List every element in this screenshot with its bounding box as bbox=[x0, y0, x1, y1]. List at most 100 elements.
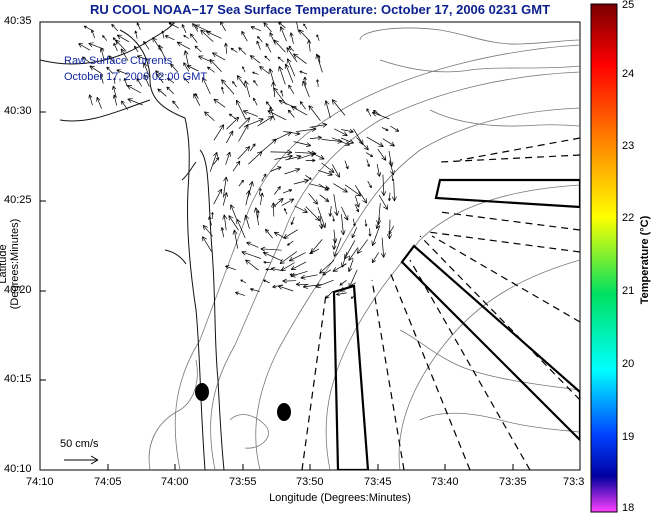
current-vector bbox=[298, 29, 310, 42]
current-vector bbox=[257, 116, 274, 127]
current-vector bbox=[240, 279, 247, 284]
current-vector bbox=[288, 252, 306, 262]
current-vector bbox=[389, 160, 395, 176]
current-vector bbox=[270, 166, 282, 172]
current-vector bbox=[297, 152, 316, 160]
current-vector bbox=[120, 100, 129, 110]
current-vector bbox=[354, 195, 360, 208]
x-tick-label: 74:05 bbox=[94, 476, 122, 488]
current-vector bbox=[382, 138, 395, 147]
current-vector bbox=[235, 99, 246, 119]
current-vector bbox=[155, 70, 164, 77]
current-vector bbox=[238, 179, 244, 187]
current-vector bbox=[273, 231, 287, 240]
current-vector bbox=[246, 241, 259, 248]
current-vector bbox=[134, 30, 138, 39]
current-vector bbox=[256, 40, 261, 50]
current-vector bbox=[274, 185, 281, 195]
current-vector bbox=[341, 128, 354, 134]
current-vector bbox=[303, 23, 308, 30]
current-vector bbox=[263, 260, 271, 264]
current-vector bbox=[277, 56, 284, 63]
current-vector bbox=[371, 225, 381, 246]
study-area-outlines bbox=[332, 178, 580, 470]
current-vector bbox=[172, 100, 179, 109]
current-vector bbox=[319, 215, 324, 230]
current-vector bbox=[263, 22, 272, 33]
current-vector bbox=[366, 159, 370, 168]
surface-current-vectors bbox=[78, 22, 400, 299]
current-vector bbox=[232, 229, 239, 249]
y-axis-label: Latitude (Degrees:Minutes) bbox=[0, 218, 21, 310]
current-vector bbox=[208, 216, 212, 226]
current-vector bbox=[247, 181, 254, 198]
current-vector bbox=[309, 248, 320, 255]
colorbar-tick-label: 18 bbox=[622, 502, 635, 514]
colorbar-tick-label: 25 bbox=[622, 0, 635, 11]
current-vector bbox=[316, 34, 320, 41]
current-vector bbox=[205, 30, 222, 39]
current-vector bbox=[265, 43, 272, 53]
current-vector bbox=[152, 37, 162, 52]
current-vector bbox=[331, 137, 351, 146]
x-tick-label: 73:40 bbox=[431, 476, 459, 488]
current-vector bbox=[202, 224, 213, 237]
current-vector bbox=[319, 194, 330, 203]
current-vector bbox=[238, 117, 251, 129]
current-vector bbox=[238, 124, 249, 142]
current-vector bbox=[158, 44, 167, 62]
colorbar-tick-label: 22 bbox=[622, 212, 635, 224]
current-vector bbox=[213, 157, 220, 165]
current-vector bbox=[242, 110, 258, 117]
current-vector bbox=[88, 94, 93, 106]
current-vector bbox=[252, 71, 259, 75]
current-vector bbox=[380, 237, 386, 258]
current-vector bbox=[258, 188, 262, 196]
current-vector bbox=[123, 77, 128, 87]
current-vector bbox=[222, 214, 228, 231]
current-vector bbox=[332, 263, 347, 272]
current-vector bbox=[366, 108, 372, 117]
current-vector bbox=[213, 124, 225, 141]
current-vector bbox=[331, 99, 346, 116]
current-vector bbox=[265, 101, 273, 109]
current-vector bbox=[335, 292, 347, 296]
current-vector bbox=[91, 29, 96, 39]
current-vector bbox=[376, 163, 382, 177]
current-vector bbox=[133, 45, 139, 53]
current-vector bbox=[352, 218, 356, 227]
x-tick-label: 73:50 bbox=[296, 476, 324, 488]
current-vector bbox=[183, 35, 189, 39]
current-vector bbox=[243, 80, 251, 98]
current-vector bbox=[213, 98, 226, 108]
current-vector bbox=[259, 66, 270, 75]
current-vector bbox=[293, 53, 307, 64]
current-vector bbox=[293, 141, 312, 148]
current-vector bbox=[282, 278, 297, 284]
current-vector bbox=[272, 197, 284, 208]
scale-label: 50 cm/s bbox=[60, 438, 99, 450]
current-vector bbox=[112, 94, 118, 106]
current-vector bbox=[259, 192, 264, 206]
current-vector bbox=[288, 84, 295, 94]
current-vector bbox=[273, 39, 286, 53]
colorbar-tick-label: 19 bbox=[622, 431, 635, 443]
current-vector bbox=[371, 252, 379, 264]
current-vector bbox=[388, 225, 395, 235]
current-vector bbox=[340, 137, 354, 144]
axis-ticks bbox=[39, 21, 514, 471]
current-vector bbox=[308, 193, 319, 205]
current-vector bbox=[225, 265, 236, 271]
current-vector bbox=[200, 29, 214, 43]
current-vector bbox=[220, 227, 225, 238]
current-vector bbox=[278, 66, 286, 85]
current-vector bbox=[299, 70, 308, 75]
current-vector bbox=[367, 180, 372, 189]
current-vector bbox=[270, 149, 293, 155]
current-vector bbox=[228, 113, 237, 120]
current-vector bbox=[378, 194, 388, 210]
current-vector bbox=[229, 204, 238, 220]
current-vector bbox=[155, 73, 164, 84]
current-vector bbox=[274, 154, 293, 160]
